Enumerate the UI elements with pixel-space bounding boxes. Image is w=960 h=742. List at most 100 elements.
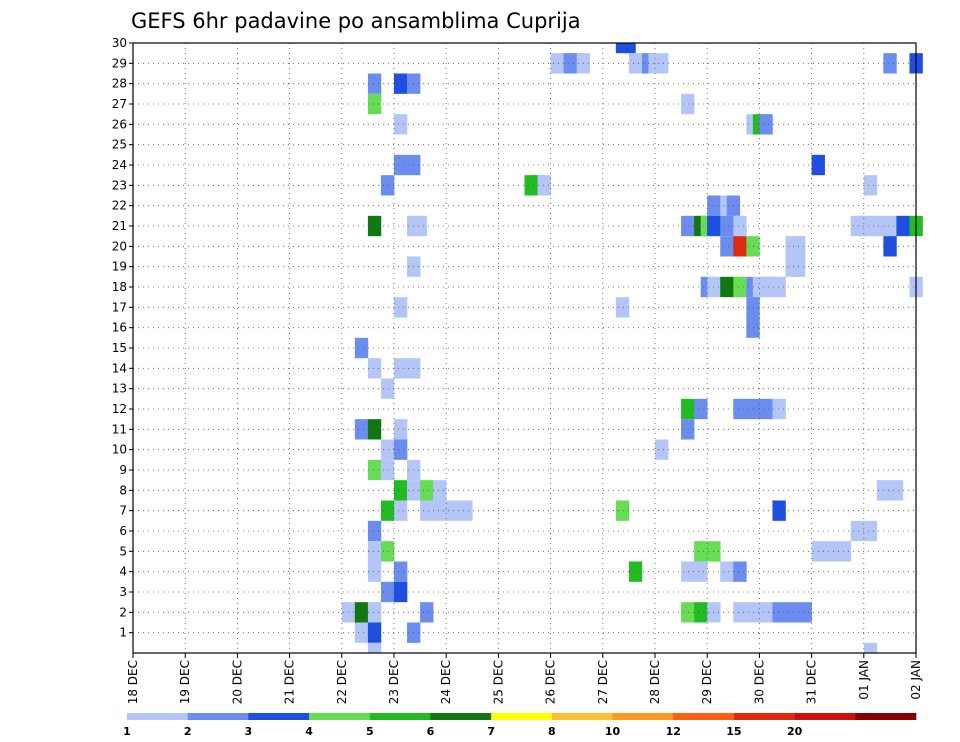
heatmap-cell xyxy=(394,114,408,135)
heatmap-cell xyxy=(694,398,708,420)
y-tick-label: 9 xyxy=(119,463,127,477)
heatmap-cell xyxy=(655,53,669,74)
heatmap-cell xyxy=(367,561,382,582)
heatmap-cell xyxy=(850,520,865,542)
heatmap-cell xyxy=(380,439,395,460)
heatmap-cell xyxy=(720,215,734,237)
y-tick-label: 1 xyxy=(119,626,127,640)
heatmap-cell xyxy=(537,175,551,196)
heatmap-cell xyxy=(681,93,695,115)
y-tick-label: 16 xyxy=(112,321,127,335)
colorbar-segment xyxy=(855,713,917,720)
heatmap-cell xyxy=(863,175,878,196)
heatmap-cell xyxy=(394,480,408,501)
heatmap-cell xyxy=(394,297,408,318)
colorbar-tick-label: 8 xyxy=(548,725,556,738)
heatmap-cell xyxy=(720,236,734,257)
heatmap-cell xyxy=(733,398,747,420)
x-tick-label: 01 JAN xyxy=(857,660,871,700)
heatmap-cell xyxy=(759,602,773,623)
y-tick-label: 2 xyxy=(119,605,127,619)
heatmap-cell xyxy=(420,602,434,623)
y-tick-label: 28 xyxy=(112,77,127,91)
heatmap-cell xyxy=(628,561,643,582)
x-axis-ticks: 18 DEC 19 DEC 20 DEC 21 DEC 22 DEC 23 DEC 24 D… xyxy=(126,653,923,704)
heatmap-cell xyxy=(615,297,630,318)
colorbar-segment xyxy=(127,713,188,720)
heatmap-cell xyxy=(380,175,395,196)
x-tick-label: 18 DEC xyxy=(126,660,140,704)
heatmap-cell xyxy=(720,276,734,298)
y-tick-label: 12 xyxy=(112,402,127,416)
y-tick-label: 10 xyxy=(112,443,127,457)
heatmap-cell xyxy=(622,43,636,54)
heatmap-cell xyxy=(380,459,395,481)
heatmap-cell xyxy=(420,480,434,501)
heatmap-cell xyxy=(367,642,382,653)
heatmap-cell xyxy=(354,622,369,643)
x-tick-label: 19 DEC xyxy=(178,660,192,704)
x-tick-label: 29 DEC xyxy=(700,660,714,704)
heatmap-cell xyxy=(798,602,812,623)
heatmap-cell xyxy=(681,561,695,582)
y-tick-label: 22 xyxy=(112,199,127,213)
heatmap-cell xyxy=(380,581,395,603)
y-tick-label: 29 xyxy=(112,56,127,70)
heatmap-cell xyxy=(446,500,460,521)
colorbar-segment xyxy=(673,713,735,720)
heatmap-cell xyxy=(394,358,408,379)
heatmap-cell xyxy=(733,276,747,298)
x-tick-label: 02 JAN xyxy=(909,660,923,700)
heatmap-cell xyxy=(870,215,884,237)
heatmap-cell xyxy=(380,500,395,521)
heatmap-cell xyxy=(772,276,786,298)
heatmap-cell xyxy=(433,480,447,501)
heatmap-cell xyxy=(413,215,427,237)
heatmap-cell xyxy=(694,602,708,623)
heatmap-cell xyxy=(367,419,382,440)
heatmap-cell xyxy=(694,561,708,582)
heatmap-cell xyxy=(394,419,408,440)
colorbar-segment xyxy=(430,713,492,720)
heatmap-cell xyxy=(863,520,878,542)
heatmap-cell xyxy=(354,337,369,359)
heatmap-cell xyxy=(772,602,786,623)
colorbar-tick-label: 3 xyxy=(245,725,253,738)
colorbar-segment xyxy=(248,713,310,720)
heatmap-cell xyxy=(615,500,630,521)
y-tick-label: 13 xyxy=(112,382,127,396)
heatmap-cell xyxy=(837,541,852,562)
heatmap-cell xyxy=(681,419,695,440)
x-tick-label: 20 DEC xyxy=(230,660,244,704)
colorbar-tick-label: 4 xyxy=(305,725,313,738)
x-tick-label: 24 DEC xyxy=(439,660,453,704)
y-tick-label: 5 xyxy=(119,544,127,558)
x-tick-label: 30 DEC xyxy=(752,660,766,704)
x-tick-label: 23 DEC xyxy=(387,660,401,704)
heatmap-cell xyxy=(655,439,669,460)
heatmap-cell xyxy=(394,73,408,94)
heatmap-cell xyxy=(759,114,773,135)
x-tick-label: 25 DEC xyxy=(491,660,505,704)
colorbar-segment xyxy=(733,713,795,720)
colorbar-tick-label: 1 xyxy=(123,725,131,738)
y-tick-label: 3 xyxy=(119,585,127,599)
y-tick-label: 18 xyxy=(112,280,127,294)
y-tick-label: 21 xyxy=(112,219,127,233)
colorbar-tick-label: 10 xyxy=(605,725,621,738)
y-tick-label: 4 xyxy=(119,565,127,579)
heatmap-cell xyxy=(883,53,897,74)
heatmap-cell xyxy=(367,520,382,542)
heatmap-cell xyxy=(883,215,897,237)
colorbar-segment xyxy=(612,713,674,720)
heatmap-cell xyxy=(367,215,382,237)
colorbar-tick-label: 2 xyxy=(184,725,192,738)
y-tick-label: 19 xyxy=(112,260,127,274)
y-tick-label: 20 xyxy=(112,239,127,253)
heatmap-cell xyxy=(459,500,473,521)
heatmap-cell xyxy=(420,500,434,521)
x-tick-label: 26 DEC xyxy=(544,660,558,704)
heatmap-cell xyxy=(380,541,395,562)
y-tick-label: 7 xyxy=(119,504,127,518)
heatmap-cell xyxy=(733,236,747,257)
